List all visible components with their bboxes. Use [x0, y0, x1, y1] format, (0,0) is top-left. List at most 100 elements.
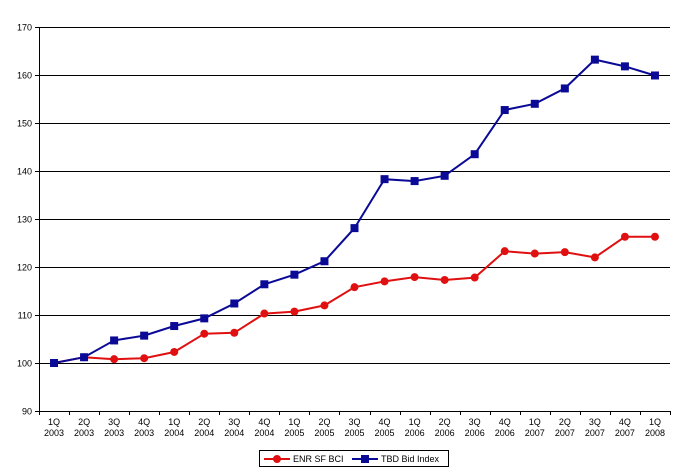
- data-point-series-1: [260, 309, 269, 318]
- data-point-series-1: [350, 283, 359, 292]
- data-point-series-2: [260, 280, 269, 289]
- data-point-series-2: [470, 150, 479, 159]
- legend-label-series-1: ENR SF BCI: [293, 454, 344, 464]
- data-point-series-1: [200, 329, 209, 338]
- data-point-series-2: [530, 99, 539, 108]
- data-point-series-2: [500, 106, 509, 115]
- x-tick-label-year: 2007: [525, 428, 545, 438]
- x-tick-label-quarter: 4Q: [138, 417, 150, 427]
- axes: [39, 27, 670, 412]
- x-tick-label-year: 2006: [435, 428, 455, 438]
- y-axis-ticks: 90 100 110 120 130 140 150 160 170: [17, 23, 39, 417]
- legend-swatch-series-1: [264, 454, 290, 464]
- y-tick-label: 110: [18, 311, 32, 321]
- legend-swatch-series-2: [352, 454, 378, 464]
- data-point-series-1: [140, 354, 149, 363]
- x-tick-label-quarter: 1Q: [48, 417, 60, 427]
- legend: ENR SF BCI TBD Bid Index: [259, 450, 449, 467]
- data-point-series-2: [50, 359, 59, 367]
- data-point-series-1: [440, 275, 449, 284]
- data-point-series-2: [350, 224, 359, 233]
- data-point-series-2: [410, 177, 419, 186]
- x-tick-label-year: 2007: [585, 428, 605, 438]
- data-point-series-2: [110, 336, 119, 345]
- data-point-series-2: [590, 55, 599, 64]
- x-tick-label-year: 2003: [104, 428, 124, 438]
- x-tick-label-quarter: 1Q: [409, 417, 421, 427]
- x-tick-label-year: 2004: [164, 428, 184, 438]
- x-tick-label-year: 2005: [344, 428, 364, 438]
- x-tick-label-quarter: 1Q: [168, 417, 180, 427]
- y-tick-label: 150: [17, 119, 32, 129]
- data-point-series-2: [230, 299, 239, 308]
- x-tick-label-quarter: 3Q: [228, 417, 240, 427]
- x-tick-label-year: 2004: [254, 428, 274, 438]
- data-point-series-2: [170, 322, 179, 331]
- x-tick-label-year: 2004: [224, 428, 244, 438]
- x-tick-label-quarter: 2Q: [78, 417, 90, 427]
- legend-item-series-2: TBD Bid Index: [352, 453, 439, 465]
- x-tick-label-quarter: 1Q: [529, 417, 541, 427]
- x-tick-label-quarter: 3Q: [108, 417, 120, 427]
- data-point-series-1: [500, 247, 509, 256]
- y-tick-label: 100: [17, 359, 32, 369]
- gridlines: [39, 27, 670, 364]
- x-tick-label-year: 2006: [465, 428, 485, 438]
- x-tick-label-year: 2003: [134, 428, 154, 438]
- x-tick-label-quarter: 3Q: [348, 417, 360, 427]
- x-tick-label-year: 2005: [375, 428, 395, 438]
- x-tick-label-year: 2005: [314, 428, 334, 438]
- data-point-series-1: [530, 249, 539, 258]
- data-point-series-2: [290, 270, 299, 279]
- x-tick-label-quarter: 4Q: [379, 417, 391, 427]
- y-tick-label: 120: [17, 263, 32, 273]
- data-point-series-1: [110, 355, 119, 364]
- x-tick-label-quarter: 2Q: [439, 417, 451, 427]
- x-tick-label-year: 2006: [405, 428, 425, 438]
- x-tick-label-quarter: 1Q: [288, 417, 300, 427]
- x-tick-label-quarter: 2Q: [318, 417, 330, 427]
- x-tick-label-quarter: 3Q: [589, 417, 601, 427]
- data-point-series-2: [200, 314, 209, 323]
- data-point-series-2: [80, 353, 89, 362]
- x-tick-label-quarter: 4Q: [619, 417, 631, 427]
- x-tick-label-quarter: 2Q: [198, 417, 210, 427]
- y-tick-label: 160: [17, 71, 32, 81]
- series-line-2: [53, 58, 656, 364]
- legend-item-series-1: ENR SF BCI: [264, 453, 344, 465]
- data-point-series-1: [170, 347, 179, 356]
- y-tick-label: 140: [17, 167, 32, 177]
- x-tick-label-quarter: 4Q: [499, 417, 511, 427]
- data-point-series-2: [320, 257, 329, 266]
- x-tick-label-year: 2003: [44, 428, 64, 438]
- data-point-series-2: [140, 331, 149, 340]
- data-point-series-1: [590, 253, 599, 262]
- data-point-series-1: [560, 248, 569, 257]
- data-point-series-1: [290, 307, 299, 316]
- data-point-series-1: [380, 277, 389, 286]
- data-point-series-2: [380, 175, 389, 184]
- x-tick-label-year: 2008: [645, 428, 665, 438]
- x-tick-label-quarter: 3Q: [469, 417, 481, 427]
- x-axis-ticks: 1Q20032Q20033Q20034Q20031Q20042Q20043Q20…: [39, 411, 671, 438]
- data-point-series-1: [320, 301, 329, 310]
- data-point-series-2: [440, 171, 449, 180]
- data-point-series-1: [410, 273, 419, 282]
- y-tick-label: 130: [17, 215, 32, 225]
- x-tick-label-quarter: 1Q: [649, 417, 661, 427]
- series-lines: [50, 55, 659, 367]
- data-point-series-2: [650, 71, 659, 80]
- x-tick-label-year: 2004: [194, 428, 214, 438]
- data-point-series-1: [650, 232, 659, 241]
- y-tick-label: 90: [22, 407, 32, 417]
- data-point-series-1: [230, 328, 239, 337]
- x-tick-label-year: 2007: [555, 428, 575, 438]
- x-tick-label-year: 2007: [615, 428, 635, 438]
- x-tick-label-quarter: 2Q: [559, 417, 571, 427]
- x-tick-label-quarter: 4Q: [258, 417, 270, 427]
- data-point-series-2: [560, 84, 569, 93]
- x-tick-label-year: 2006: [495, 428, 515, 438]
- legend-label-series-2: TBD Bid Index: [381, 454, 440, 464]
- data-point-series-1: [620, 232, 629, 241]
